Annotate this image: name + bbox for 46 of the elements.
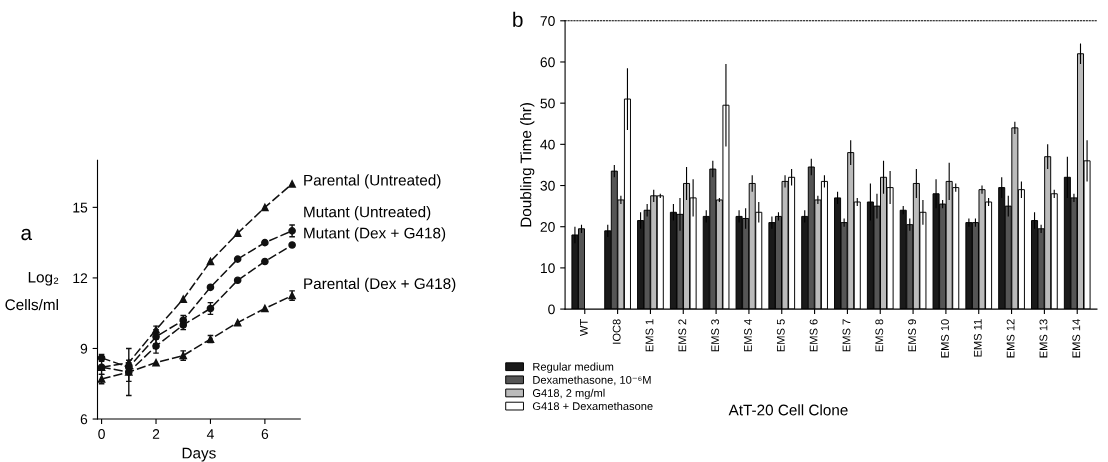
x-tick-label: EMS 4 bbox=[744, 319, 752, 352]
x-tick-label: EMS 6 bbox=[809, 319, 818, 352]
x-tick-label: EMS 12 bbox=[1006, 319, 1015, 358]
x-tick-label: EMS 10 bbox=[941, 319, 949, 358]
x-tick-label: 0 bbox=[98, 429, 105, 439]
series-label: Parental (Dex + G418) bbox=[304, 277, 456, 293]
x-tick-label: 2 bbox=[152, 429, 160, 439]
legend-label: Regular medium bbox=[533, 362, 614, 373]
x-tick-label: EMS 8 bbox=[875, 319, 884, 352]
y-tick-label: 70 bbox=[540, 16, 555, 26]
x-tick-label: IOC8 bbox=[612, 319, 621, 344]
x-axis-title: AtT-20 Cell Clone bbox=[728, 404, 848, 416]
series-label: Parental (Untreated) bbox=[304, 174, 441, 189]
series-label: Mutant (Dex + G418) bbox=[304, 227, 446, 242]
y-tick-label: 60 bbox=[540, 57, 555, 68]
x-tick-label: EMS 2 bbox=[678, 319, 687, 352]
x-tick-label: EMS 13 bbox=[1039, 319, 1048, 358]
y-tick-label: 6 bbox=[80, 414, 88, 425]
y-axis-title: Log₂ Cells/ml bbox=[5, 271, 59, 311]
x-tick-label: EMS 11 bbox=[973, 319, 982, 357]
legend-label: Dexamethasone, 10⁻⁶M bbox=[533, 375, 651, 386]
x-tick-label: WT bbox=[580, 319, 588, 337]
y-tick-label: 10 bbox=[540, 263, 555, 274]
y-tick-label: 9 bbox=[80, 343, 88, 354]
x-tick-label: EMS 3 bbox=[711, 319, 720, 352]
chart-title: b bbox=[513, 11, 523, 28]
y-tick-label: 40 bbox=[540, 139, 555, 150]
text: a bbox=[21, 228, 33, 241]
y-tick-label: 0 bbox=[548, 304, 555, 315]
x-tick-label: EMS 14 bbox=[1072, 319, 1081, 358]
x-tick-label: EMS 9 bbox=[908, 319, 917, 352]
x-tick-label: EMS 1 bbox=[645, 319, 654, 352]
legend-label: G418 + Dexamethasone bbox=[532, 401, 653, 411]
x-tick-label: 4 bbox=[206, 429, 214, 439]
x-tick-label: EMS 5 bbox=[776, 319, 785, 352]
y-tick-label: 50 bbox=[540, 98, 555, 109]
x-tick-label: EMS 7 bbox=[842, 319, 851, 352]
y-tick-label: 20 bbox=[540, 222, 555, 232]
y-tick-label: 15 bbox=[73, 202, 88, 213]
x-tick-label: 6 bbox=[261, 429, 269, 439]
x-axis-title: Days bbox=[182, 447, 216, 462]
y-axis-title: Doubling Time (hr) bbox=[520, 103, 535, 227]
legend-label: G418, 2 mg/ml bbox=[532, 388, 605, 400]
y-tick-label: 30 bbox=[540, 180, 555, 191]
y-tick-label: 12 bbox=[73, 273, 88, 283]
series-label: Mutant (Untreated) bbox=[304, 206, 431, 221]
